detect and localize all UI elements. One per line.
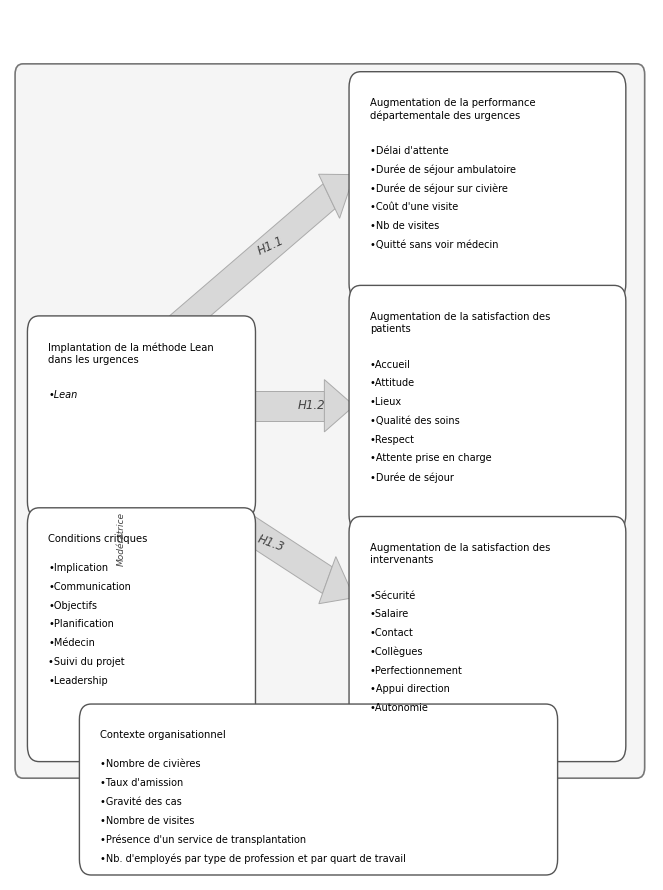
- Text: •Nb de visites: •Nb de visites: [370, 221, 439, 231]
- Text: Augmentation de la satisfaction des
intervenants: Augmentation de la satisfaction des inte…: [370, 543, 550, 565]
- Text: •Leadership: •Leadership: [48, 676, 108, 685]
- Polygon shape: [141, 449, 332, 594]
- Text: •Médecin: •Médecin: [48, 638, 95, 648]
- Text: H1.2: H1.2: [298, 400, 325, 412]
- Text: •Durée de séjour sur civière: •Durée de séjour sur civière: [370, 183, 508, 194]
- Text: •Coût d'une visite: •Coût d'une visite: [370, 202, 458, 212]
- Text: •Respect: •Respect: [370, 434, 415, 444]
- Text: •Suivi du projet: •Suivi du projet: [48, 657, 125, 667]
- Text: •Autonomie: •Autonomie: [370, 703, 429, 713]
- Polygon shape: [119, 538, 148, 571]
- Text: •Lieux: •Lieux: [370, 397, 402, 407]
- Text: •Attente prise en charge: •Attente prise en charge: [370, 453, 491, 464]
- Text: H1.1: H1.1: [256, 234, 286, 258]
- Text: •Durée de séjour: •Durée de séjour: [370, 472, 453, 482]
- FancyBboxPatch shape: [80, 704, 558, 875]
- Text: •Lean: •Lean: [48, 390, 78, 400]
- Text: •Planification: •Planification: [48, 619, 114, 629]
- FancyBboxPatch shape: [27, 508, 255, 762]
- Polygon shape: [141, 183, 335, 366]
- Text: •Accueil: •Accueil: [370, 360, 410, 369]
- FancyBboxPatch shape: [349, 516, 626, 762]
- Polygon shape: [310, 741, 327, 746]
- Text: Modératrice: Modératrice: [117, 512, 126, 566]
- Text: •Quitté sans voir médecin: •Quitté sans voir médecin: [370, 239, 499, 249]
- FancyBboxPatch shape: [349, 286, 626, 530]
- Polygon shape: [318, 174, 354, 218]
- Text: •Qualité des soins: •Qualité des soins: [370, 416, 459, 425]
- Text: Implantation de la méthode Lean
dans les urgences: Implantation de la méthode Lean dans les…: [48, 342, 214, 365]
- Text: •Perfectionnement: •Perfectionnement: [370, 666, 463, 676]
- Polygon shape: [319, 556, 354, 603]
- Text: •Implication: •Implication: [48, 563, 108, 573]
- Text: Augmentation de la satisfaction des
patients: Augmentation de la satisfaction des pati…: [370, 312, 550, 334]
- Text: •Appui direction: •Appui direction: [370, 684, 450, 694]
- Polygon shape: [247, 391, 324, 421]
- Polygon shape: [324, 379, 354, 432]
- Text: •Durée de séjour ambulatoire: •Durée de séjour ambulatoire: [370, 165, 516, 175]
- Text: •Sécurité: •Sécurité: [370, 591, 416, 601]
- Text: •Attitude: •Attitude: [370, 378, 415, 388]
- Text: •Gravité des cas: •Gravité des cas: [100, 797, 182, 807]
- Text: •Nb. d'employés par type de profession et par quart de travail: •Nb. d'employés par type de profession e…: [100, 854, 406, 863]
- Text: •Présence d'un service de transplantation: •Présence d'un service de transplantatio…: [100, 835, 306, 845]
- Text: •Salaire: •Salaire: [370, 610, 409, 619]
- Text: Contexte organisationnel: Contexte organisationnel: [100, 730, 226, 740]
- Text: •Taux d'amission: •Taux d'amission: [100, 778, 184, 789]
- Text: •Délai d'attente: •Délai d'attente: [370, 146, 448, 156]
- Text: •Nombre de visites: •Nombre de visites: [100, 815, 194, 826]
- Text: •Objectifs: •Objectifs: [48, 601, 97, 611]
- FancyBboxPatch shape: [27, 316, 255, 517]
- Text: H1.3: H1.3: [256, 533, 286, 554]
- FancyBboxPatch shape: [349, 72, 626, 299]
- Text: Conditions critiques: Conditions critiques: [48, 534, 148, 544]
- Polygon shape: [304, 716, 333, 741]
- Text: •Communication: •Communication: [48, 582, 131, 592]
- Text: Augmentation de la performance
départementale des urgences: Augmentation de la performance départeme…: [370, 98, 536, 121]
- Text: •Contact: •Contact: [370, 628, 414, 638]
- Text: •Nombre de civières: •Nombre de civières: [100, 759, 201, 770]
- Text: •Collègues: •Collègues: [370, 647, 424, 658]
- FancyBboxPatch shape: [15, 64, 644, 778]
- Polygon shape: [125, 506, 142, 538]
